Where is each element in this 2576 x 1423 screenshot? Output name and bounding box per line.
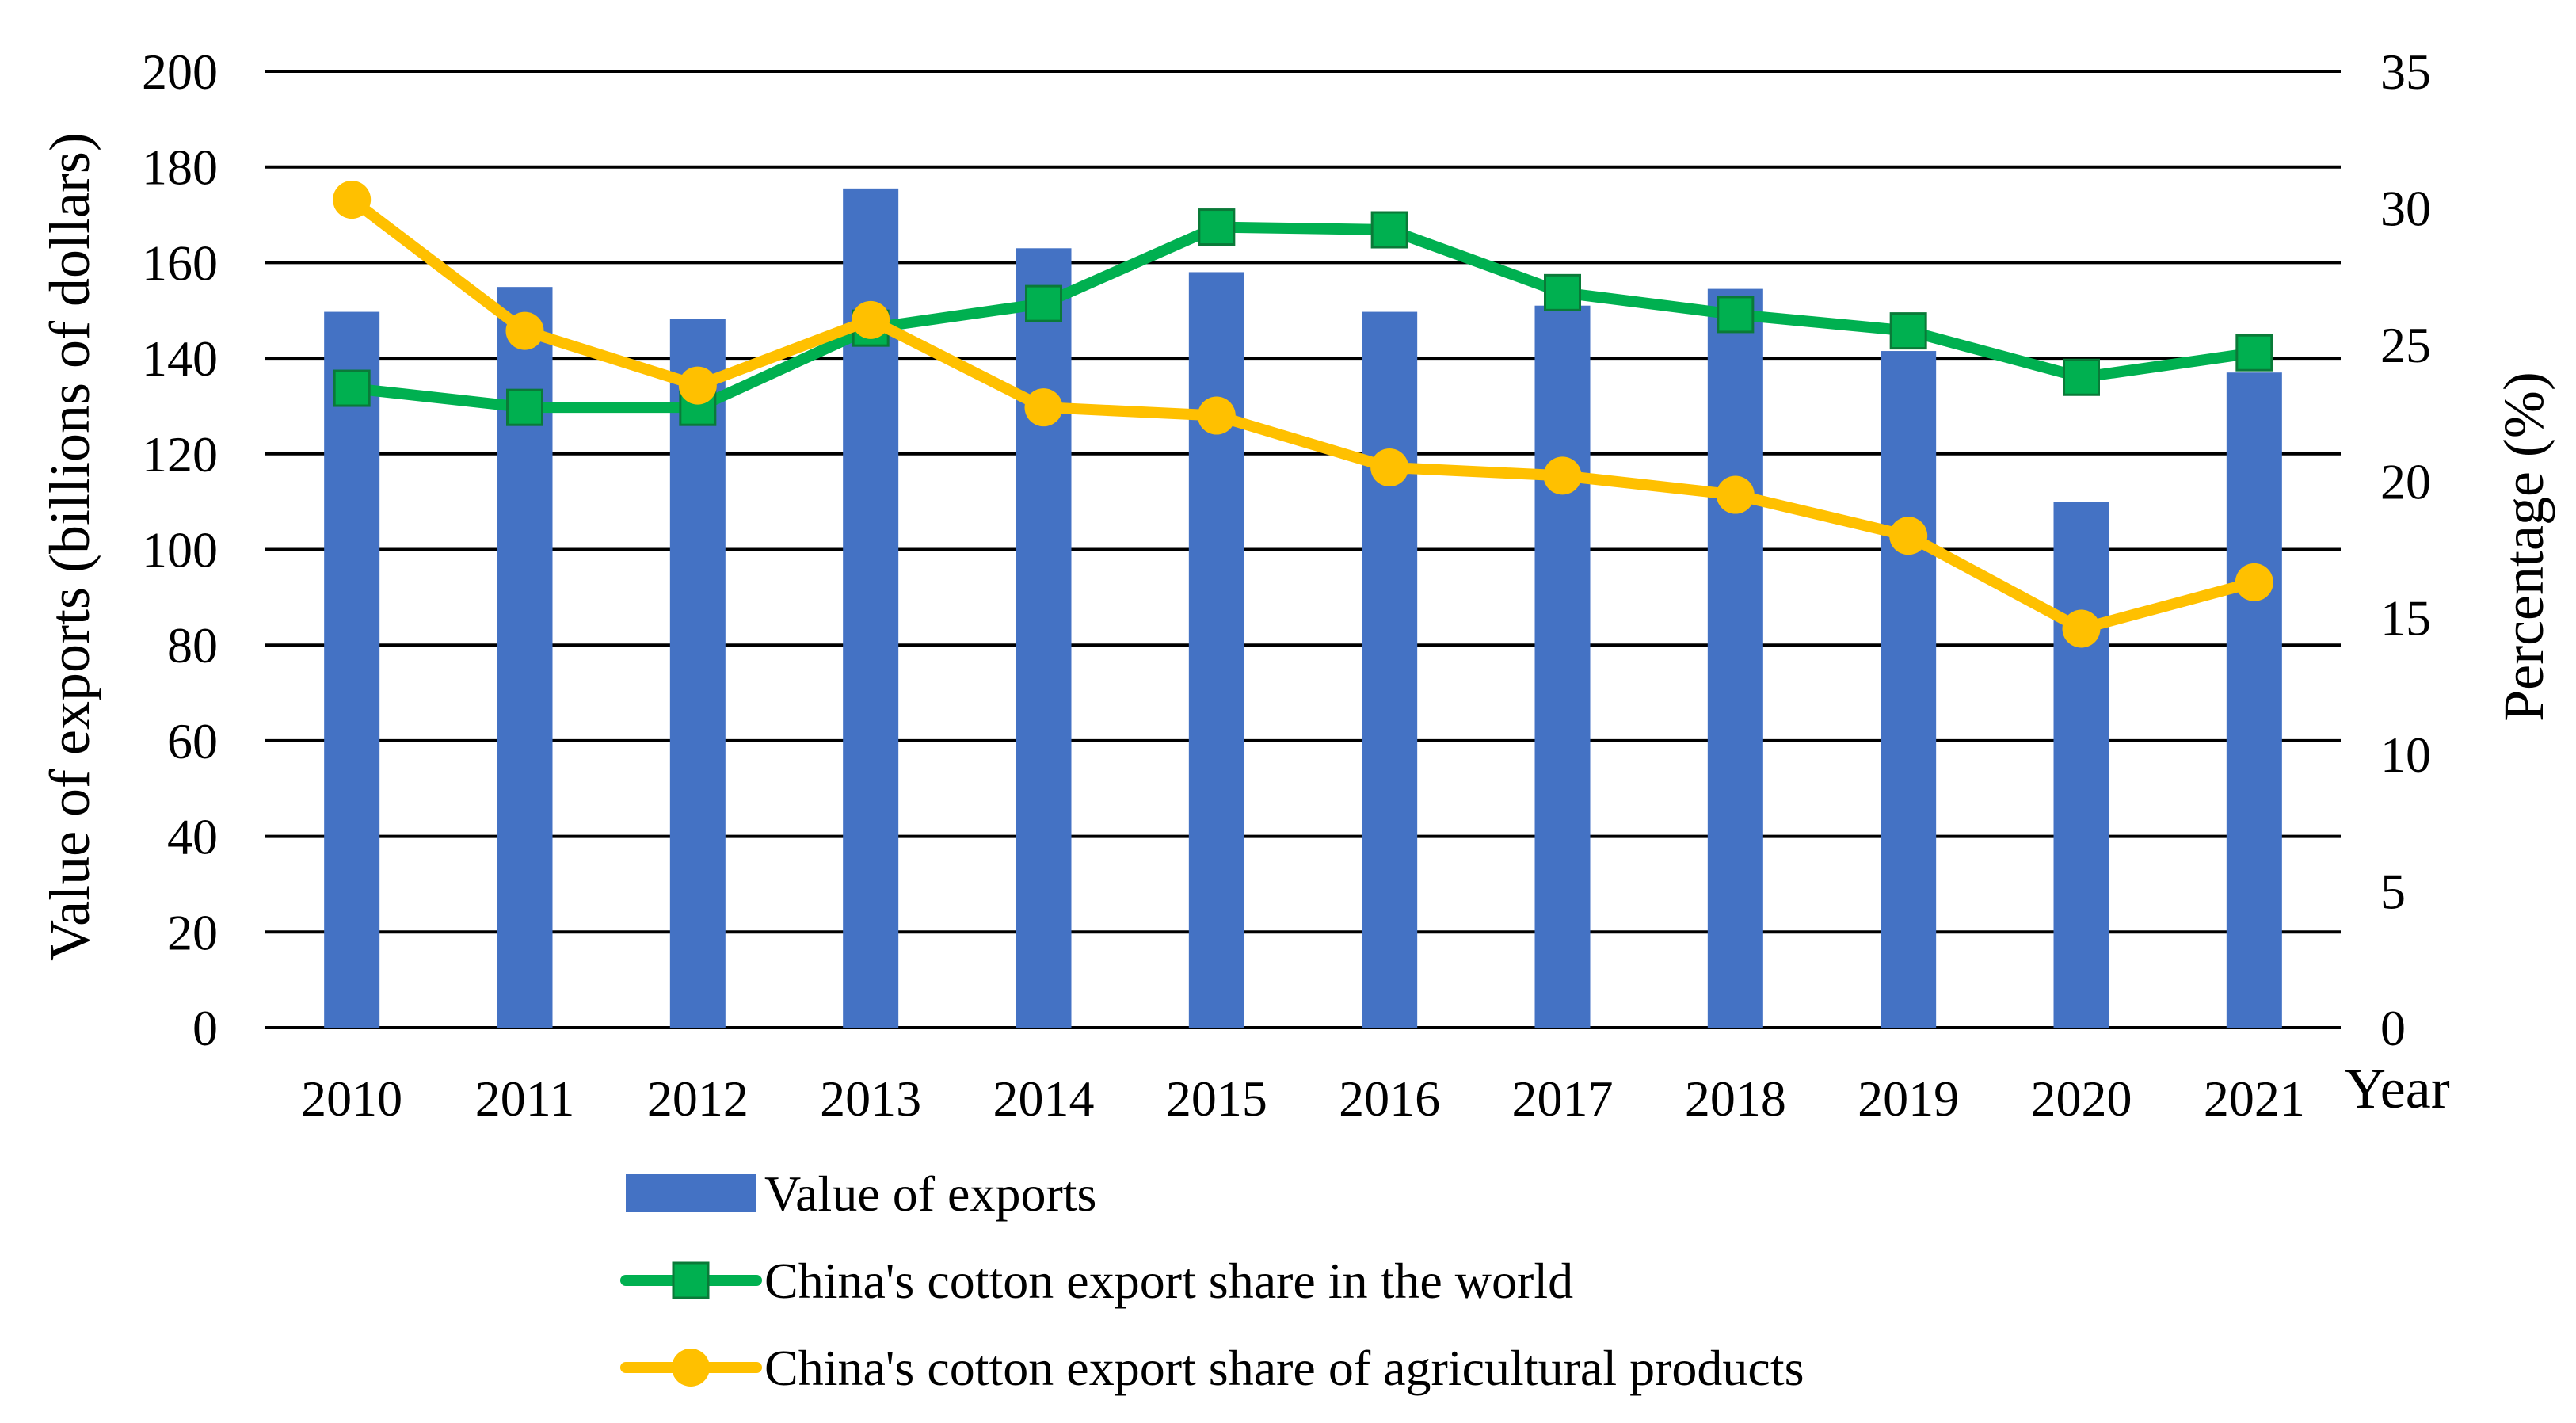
x-tick-label: 2017 [1512,1070,1614,1127]
data-point [1370,448,1409,487]
data-point [506,388,543,426]
y-axis-left-title: Value of exports (billions of dollars) [38,132,101,961]
data-point [1543,456,1582,495]
legend-label: China's cotton export share in the world [764,1253,1573,1309]
x-tick-label: 2019 [1858,1070,1959,1127]
x-tick-label: 2014 [993,1070,1095,1127]
bar [669,319,726,1028]
x-tick-label: 2018 [1685,1070,1786,1127]
y-right-tick-label: 0 [2380,1000,2406,1056]
data-point [333,369,371,407]
data-point [1370,211,1408,249]
x-tick-label: 2013 [820,1070,921,1127]
bar [324,311,380,1028]
x-tick-label: 2021 [2204,1070,2305,1127]
y-left-tick-label: 140 [142,330,218,387]
legend-label: Value of exports [764,1165,1096,1222]
x-tick-label: 2010 [301,1070,402,1127]
data-point [1197,396,1236,435]
data-point [852,300,890,339]
series-line [346,221,2260,414]
y-right-tick-label: 20 [2380,453,2431,509]
data-point [2235,334,2273,372]
data-point [1717,296,1755,334]
legend: Value of exports China's cotton export sh… [620,1165,1804,1396]
data-point [1024,388,1063,427]
bar [2053,502,2109,1028]
data-point [2062,609,2101,648]
y-axis-right-title: Percentage (%) [2492,372,2555,722]
bar [1016,248,1072,1028]
x-tick-label: 2015 [1166,1070,1267,1127]
legend-label: China's cotton export share of agricultu… [764,1340,1804,1396]
data-point [1025,284,1062,322]
y-right-tick-label: 35 [2380,44,2431,100]
y-left-tick-label: 0 [192,1000,218,1056]
bar [1362,311,1418,1028]
bar [1881,351,1937,1028]
data-point [333,181,372,219]
data-point [2235,563,2273,601]
y-axis-left: 0 20 40 60 80 100 120 140 160 180 200 [142,44,218,1056]
x-tick-label: 2011 [475,1070,575,1127]
x-tick-label: 2016 [1339,1070,1440,1127]
bar [1534,305,1591,1028]
legend-swatch-bar [626,1174,756,1212]
x-tick-label: 2020 [2031,1070,2132,1127]
y-right-tick-label: 5 [2380,864,2406,920]
line-series [333,181,2273,648]
data-point [1544,273,1581,311]
y-left-tick-label: 200 [142,44,218,100]
y-right-tick-label: 30 [2380,180,2431,236]
gridlines [265,70,2341,1029]
data-point [1716,475,1755,514]
data-point [1198,208,1236,246]
y-left-tick-label: 60 [167,713,218,769]
y-left-tick-label: 80 [167,617,218,673]
y-right-tick-label: 10 [2380,727,2431,783]
y-left-tick-label: 20 [167,904,218,960]
y-left-tick-label: 100 [142,522,218,578]
data-point [1889,312,1927,350]
bar-series-value-of-exports [324,188,2282,1028]
x-tick-label: 2012 [647,1070,749,1127]
y-right-tick-label: 25 [2380,317,2431,373]
y-right-tick-label: 15 [2380,590,2431,647]
bar [1707,288,1763,1028]
x-axis-title: Year [2345,1057,2450,1120]
bar [1188,272,1244,1028]
y-left-tick-label: 40 [167,809,218,865]
data-point [505,311,544,350]
data-point [2063,358,2100,396]
legend-marker [672,1261,710,1299]
y-left-tick-label: 160 [142,235,218,291]
series-line [346,194,2260,635]
bar [2226,372,2282,1028]
data-point [678,366,717,405]
y-left-tick-label: 120 [142,426,218,483]
legend-marker [672,1349,710,1387]
data-point [1889,517,1928,555]
y-axis-right: 0 5 10 15 20 25 30 35 [2380,44,2431,1056]
y-left-tick-label: 180 [142,139,218,196]
x-axis: 2010 2011 2012 2013 2014 2015 2016 2017 2018 2019… [301,1070,2305,1127]
